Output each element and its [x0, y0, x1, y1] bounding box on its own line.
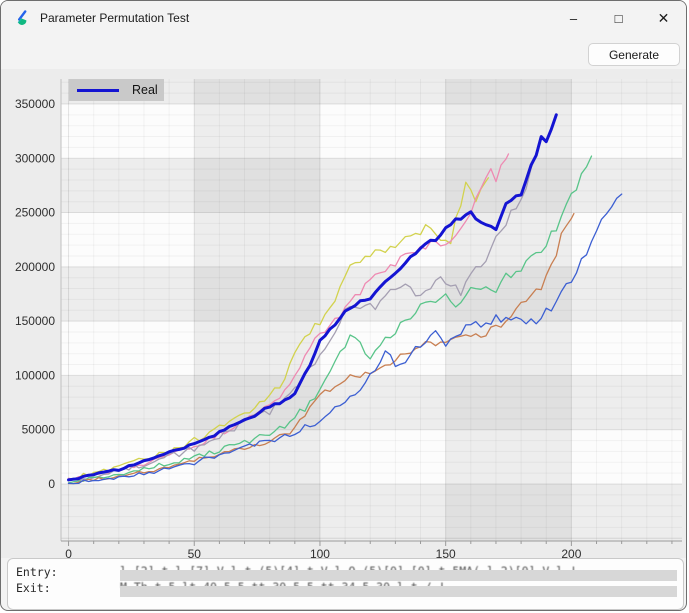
title-bar: Parameter Permutation Test – □ ✕ [1, 1, 686, 35]
minimize-icon: – [569, 10, 578, 26]
chart-legend: Real [69, 79, 164, 101]
exit-redacted-text: M Th t 5 lt 40 5 5 tt 30 5 5 tt 34 5 30 … [120, 580, 446, 588]
window-title: Parameter Permutation Test [40, 11, 190, 25]
app-icon [17, 9, 27, 25]
entry-redacted-text: l [2] t l [7] V l t (5)[4] t V l O (5)[0… [120, 564, 577, 572]
window-controls: – □ ✕ [551, 1, 686, 35]
legend-label: Real [132, 83, 158, 97]
svg-text:350000: 350000 [15, 97, 55, 111]
svg-text:0: 0 [65, 547, 72, 558]
svg-text:300000: 300000 [15, 151, 55, 165]
legend-line-sample [77, 88, 119, 92]
maximize-icon: □ [614, 10, 623, 26]
svg-text:150: 150 [436, 547, 456, 558]
svg-text:50000: 50000 [22, 423, 56, 437]
exit-row: Exit: M Th t 5 lt 40 5 5 tt 30 5 5 tt 34… [16, 580, 677, 597]
generate-button[interactable]: Generate [588, 43, 680, 66]
entry-redaction-bar [120, 570, 677, 581]
svg-text:200000: 200000 [15, 260, 55, 274]
minimize-button[interactable]: – [551, 1, 596, 35]
chart-canvas: 0 50 100 150 200 0 50000 100000 150000 200000 2500… [15, 79, 682, 558]
entry-redacted-zone: l [2] t l [7] V l t (5)[4] t V l O (5)[0… [120, 564, 677, 581]
svg-text:0: 0 [48, 477, 55, 491]
entry-label: Entry: [16, 565, 58, 579]
strategy-info-panel: Entry: l [2] t l [7] V l t (5)[4] t V l … [7, 558, 684, 610]
exit-redacted-zone: M Th t 5 lt 40 5 5 tt 30 5 5 tt 34 5 30 … [120, 580, 677, 597]
equity-curve-chart[interactable]: 0 50 100 150 200 0 50000 100000 150000 200000 2500… [1, 69, 686, 558]
entry-row: Entry: l [2] t l [7] V l t (5)[4] t V l … [16, 564, 677, 581]
close-icon: ✕ [657, 9, 670, 26]
exit-redaction-bar [120, 586, 677, 597]
exit-label: Exit: [16, 581, 51, 595]
close-button[interactable]: ✕ [641, 1, 686, 35]
svg-text:200: 200 [561, 547, 581, 558]
svg-text:50: 50 [188, 547, 202, 558]
svg-text:100000: 100000 [15, 368, 55, 382]
svg-text:250000: 250000 [15, 206, 55, 220]
svg-text:150000: 150000 [15, 314, 55, 328]
svg-text:100: 100 [310, 547, 330, 558]
maximize-button[interactable]: □ [596, 1, 641, 35]
